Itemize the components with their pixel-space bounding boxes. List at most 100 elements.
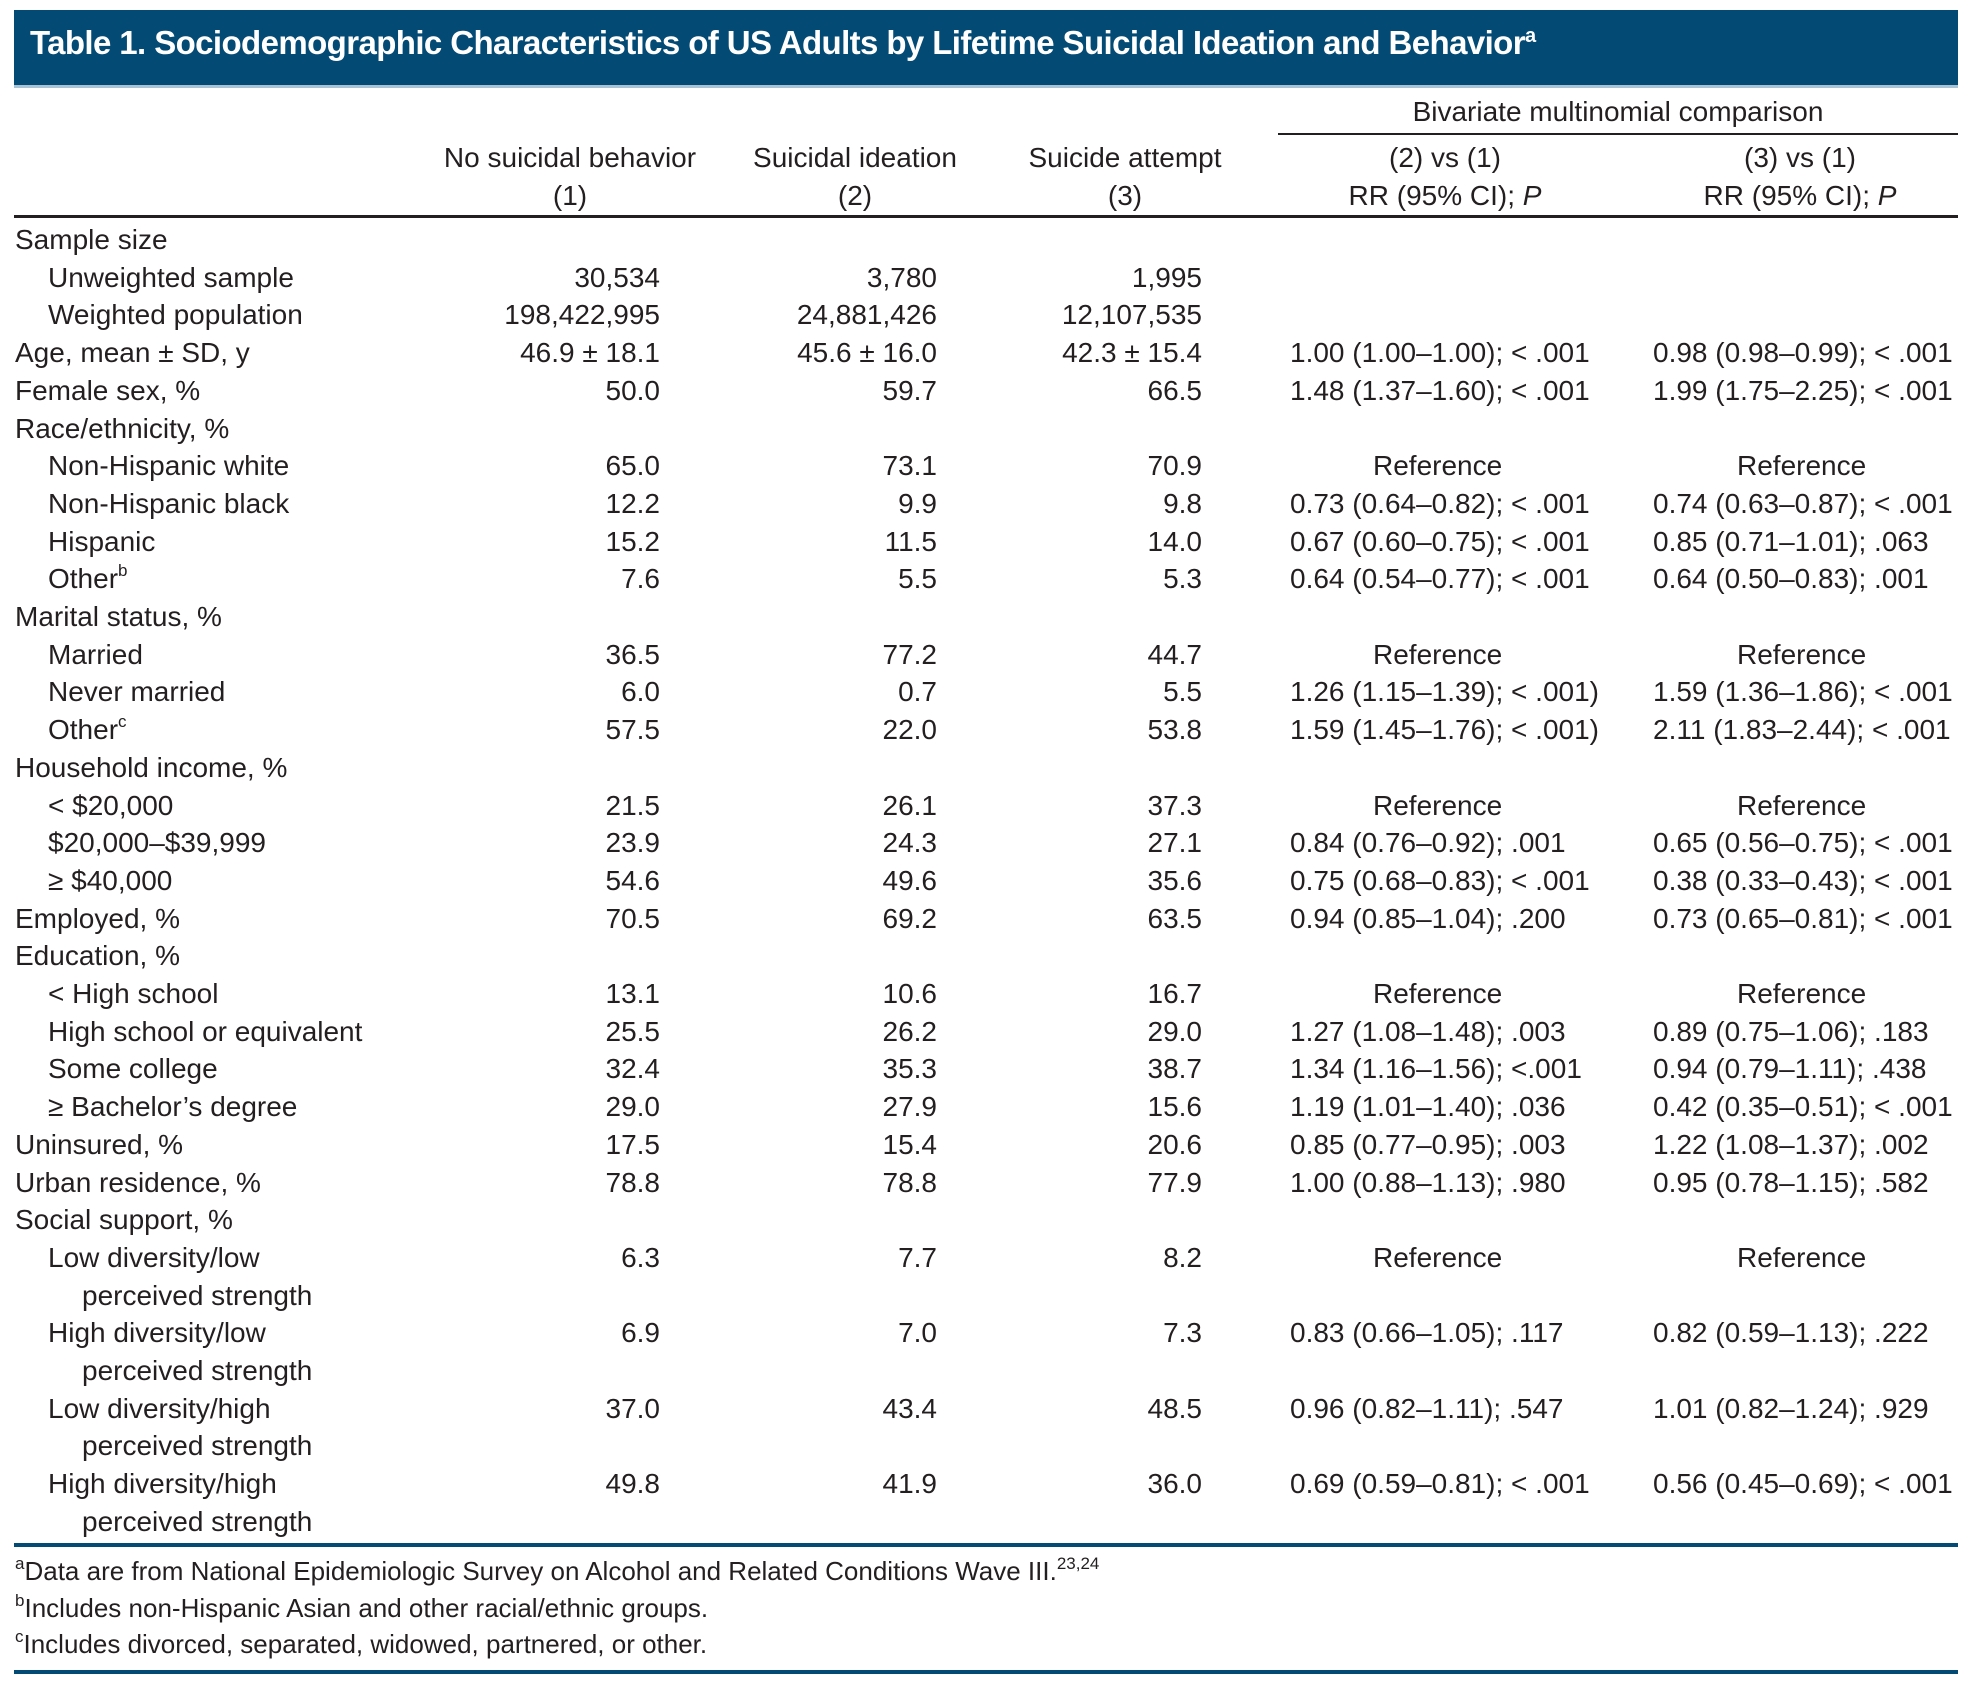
table-row: Age, mean ± SD, y 46.9 ± 18.1 45.6 ± 16.0 4… [0, 334, 1973, 372]
col-suicide-attempt-cell: 7.3 [1163, 1317, 1202, 1349]
row-label: Hispanic [48, 523, 155, 561]
footnote-text: Includes divorced, separated, widowed, p… [23, 1629, 708, 1659]
row-label-text: Other [48, 563, 119, 595]
col-rr-2-vs-1-cell: Reference [1373, 638, 1503, 670]
col-rr-2-vs-1-cell: Reference [1373, 978, 1503, 1009]
col-rr-3-vs-1-cell: Reference [1737, 1241, 1867, 1273]
col-header-2-vs-1: (2) vs (1) RR (95% CI); P [1290, 139, 1600, 215]
row-label-text: Employed, % [15, 902, 180, 934]
row-label: Low diversity/high [48, 1390, 271, 1428]
col-no-suicidal-behavior-cell: 78.8 [605, 1166, 661, 1198]
row-label: Some college [48, 1050, 218, 1088]
col-rr-3-vs-1-cell: 0.98 (0.98–0.99); < .001 [1653, 337, 1953, 369]
col-no-suicidal-behavior-cell: 30,534 [574, 261, 660, 293]
col-suicide-attempt-cell: 20.6 [1147, 1128, 1203, 1160]
row-label: Otherb [48, 560, 128, 598]
col-suicidal-ideation-cell: 35.3 [882, 1053, 938, 1085]
col-no-suicidal-behavior-cell: 12.2 [605, 487, 661, 519]
col-rr-3-vs-1-cell: 0.82 (0.59–1.13); .222 [1653, 1317, 1929, 1349]
col-header-line2: RR (95% CI); P [1645, 177, 1955, 215]
col-no-suicidal-behavior-cell: 23.9 [605, 827, 661, 859]
col-rr-3-vs-1-cell: 1.99 (1.75–2.25); < .001 [1653, 374, 1953, 406]
col-no-suicidal-behavior-cell: 15.2 [605, 525, 661, 557]
col-header-line1: Suicidal ideation [753, 142, 957, 173]
col-rr-2-vs-1-cell: 1.00 (0.88–1.13); .980 [1290, 1166, 1566, 1198]
row-label-text: perceived strength [82, 1430, 313, 1462]
col-suicide-attempt-cell: 5.5 [1163, 676, 1202, 708]
row-label-text: perceived strength [82, 1355, 313, 1386]
col-no-suicidal-behavior-cell: 13.1 [605, 978, 661, 1009]
col-rr-2-vs-1-cell: 1.48 (1.37–1.60); < .001 [1290, 374, 1590, 406]
row-label: Marital status, % [15, 598, 222, 636]
col-no-suicidal-behavior-cell: 70.5 [605, 902, 661, 934]
table-row: High diversity/high 49.8 41.9 36.0 0.69 (0.5… [0, 1465, 1973, 1503]
col-rr-2-vs-1-cell: 0.64 (0.54–0.77); < .001 [1290, 563, 1590, 595]
col-rr-3-vs-1-cell: 0.89 (0.75–1.06); .183 [1653, 1015, 1929, 1047]
header-group-rule [1278, 133, 1958, 135]
table-row: ≥ Bachelor’s degree 29.0 27.9 15.6 1.19 (1.0… [0, 1088, 1973, 1126]
table-row: $20,000–$39,999 23.9 24.3 27.1 0.84 (0.76–0.… [0, 824, 1973, 862]
row-label-text: Race/ethnicity, % [15, 412, 230, 444]
col-suicide-attempt-cell: 16.7 [1147, 978, 1203, 1009]
row-label: Never married [48, 673, 225, 711]
table-row: High school or equivalent 25.5 26.2 29.0 1.2… [0, 1013, 1973, 1051]
row-label-text: Sample size [15, 224, 168, 255]
col-suicidal-ideation-cell: 24,881,426 [796, 299, 937, 331]
col-suicidal-ideation-cell: 41.9 [882, 1468, 938, 1500]
col-header-3-vs-1: (3) vs (1) RR (95% CI); P [1645, 139, 1955, 215]
row-label-text: Education, % [15, 940, 180, 972]
footnote-refs: 23,24 [1056, 1554, 1100, 1573]
row-label-text: Low diversity/high [48, 1392, 271, 1424]
row-label: < $20,000 [48, 787, 173, 825]
col-rr-3-vs-1-cell: 0.56 (0.45–0.69); < .001 [1653, 1468, 1953, 1500]
row-label: ≥ $40,000 [48, 862, 172, 900]
col-suicidal-ideation-cell: 5.5 [898, 563, 937, 595]
col-no-suicidal-behavior-cell: 65.0 [605, 450, 661, 482]
table-row: Otherc 57.5 22.0 53.8 1.59 (1.45–1.76); < .0… [0, 711, 1973, 749]
col-rr-2-vs-1-cell: 1.00 (1.00–1.00); < .001 [1290, 337, 1590, 369]
table-row: Marital status, % [0, 598, 1973, 636]
col-header-suicide-attempt: Suicide attempt (3) [990, 139, 1260, 215]
row-label-text: Age, mean ± SD, y [15, 337, 250, 369]
table-row: Hispanic 15.2 11.5 14.0 0.67 (0.60–0.75); < … [0, 523, 1973, 561]
row-label-text: Uninsured, % [15, 1128, 184, 1160]
row-label-text: Female sex, % [15, 374, 201, 406]
col-no-suicidal-behavior-cell: 37.0 [605, 1392, 661, 1424]
col-rr-3-vs-1-cell: 1.22 (1.08–1.37); .002 [1653, 1128, 1929, 1160]
col-rr-3-vs-1-cell: Reference [1737, 978, 1867, 1009]
row-label-text: High school or equivalent [48, 1015, 363, 1047]
col-no-suicidal-behavior-cell: 7.6 [621, 563, 660, 595]
table-title: Table 1. Sociodemographic Characteristic… [30, 24, 1536, 62]
row-label: High diversity/low [48, 1314, 266, 1352]
table-row: Non-Hispanic white 65.0 73.1 70.9 Reference R… [0, 447, 1973, 485]
row-label: Race/ethnicity, % [15, 410, 229, 448]
row-label-text: High diversity/high [48, 1468, 277, 1500]
table-row: Education, % [0, 937, 1973, 975]
row-label-text: Some college [48, 1053, 218, 1085]
col-suicidal-ideation-cell: 15.4 [882, 1128, 938, 1160]
col-suicidal-ideation-cell: 27.9 [882, 1091, 938, 1123]
col-suicidal-ideation-cell: 10.6 [882, 978, 938, 1009]
row-label-text: Non-Hispanic black [48, 487, 290, 519]
col-suicide-attempt-cell: 37.3 [1147, 789, 1203, 821]
col-header-line2-italic: P [1522, 180, 1542, 211]
row-label: Household income, % [15, 749, 287, 787]
col-no-suicidal-behavior-cell: 32.4 [605, 1053, 661, 1085]
row-label: High school or equivalent [48, 1013, 362, 1051]
col-header-line2-italic: P [1877, 180, 1897, 211]
col-suicidal-ideation-cell: 49.6 [882, 864, 938, 896]
col-suicidal-ideation-cell: 73.1 [882, 450, 938, 482]
col-header-line2: (3) [1107, 180, 1143, 211]
col-rr-3-vs-1-cell: 0.95 (0.78–1.15); .582 [1653, 1166, 1929, 1198]
col-no-suicidal-behavior-cell: 46.9 ± 18.1 [520, 337, 660, 369]
table-row: Unweighted sample 30,534 3,780 1,995 [0, 259, 1973, 297]
row-label: High diversity/high [48, 1465, 277, 1503]
col-rr-2-vs-1-cell: 0.73 (0.64–0.82); < .001 [1290, 487, 1590, 519]
row-label-text: Married [48, 638, 143, 670]
col-rr-2-vs-1-cell: 0.94 (0.85–1.04); .200 [1290, 902, 1566, 934]
footnote-b: bIncludes non-Hispanic Asian and other r… [15, 1590, 708, 1626]
col-suicide-attempt-cell: 48.5 [1147, 1392, 1203, 1424]
col-suicidal-ideation-cell: 77.2 [882, 638, 938, 670]
row-label: Otherc [48, 711, 127, 749]
row-label-text: < $20,000 [48, 789, 174, 821]
